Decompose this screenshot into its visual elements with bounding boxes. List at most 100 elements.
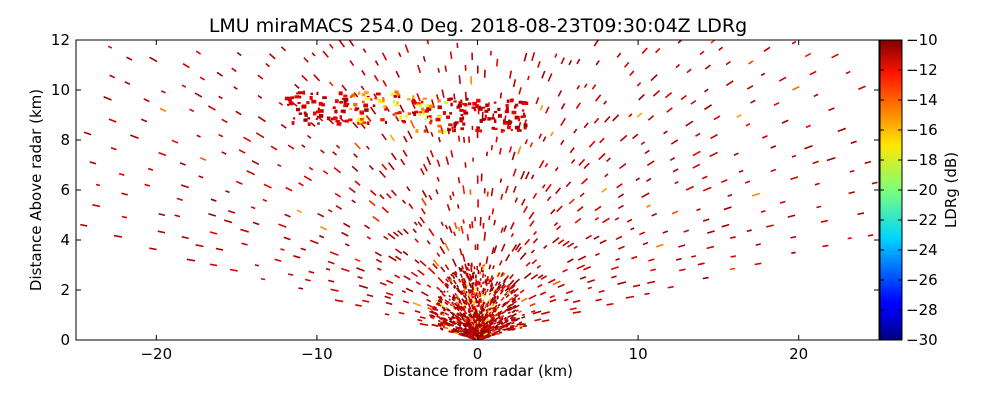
echo-pixel: [363, 49, 365, 53]
echo-pixel: [258, 75, 263, 79]
echo-pixel: [676, 65, 679, 68]
echo-pixel: [563, 241, 569, 246]
echo-pixel: [251, 207, 255, 209]
echo-pixel: [425, 118, 427, 120]
echo-pixel: [644, 293, 649, 294]
echo-pixel: [521, 116, 524, 119]
echo-pixel: [790, 237, 795, 238]
echo-pixel: [159, 214, 165, 216]
echo-pixel: [468, 102, 471, 105]
echo-pixel: [496, 291, 497, 293]
echo-pixel: [514, 79, 516, 87]
x-tick-label: 0: [473, 345, 483, 363]
echo-pixel: [647, 281, 655, 283]
echo-pixel: [380, 118, 384, 121]
echo-pixel: [376, 61, 379, 66]
echo-pixel: [626, 296, 634, 297]
echo-pixel: [519, 326, 522, 327]
echo-pixel: [380, 283, 387, 286]
echo-pixel: [463, 185, 464, 194]
echo-pixel: [438, 277, 444, 283]
colorbar-label: LDRg (dB): [942, 152, 960, 228]
echo-pixel: [566, 182, 570, 187]
echo-pixel: [234, 87, 238, 89]
echo-pixel: [187, 259, 195, 260]
echo-pixel: [391, 190, 396, 195]
echo-pixel: [458, 177, 459, 183]
echo-pixel: [588, 287, 592, 288]
echo-pixel: [569, 199, 574, 204]
echo-pixel: [402, 291, 406, 293]
echo-pixel: [420, 317, 426, 319]
echo-pixel: [463, 219, 464, 223]
echo-pixel: [454, 280, 456, 284]
echo-pixel: [526, 172, 529, 179]
echo-pixel: [385, 296, 391, 298]
colorbar-tick-label: −20: [906, 181, 938, 199]
echo-pixel: [530, 143, 532, 147]
echo-pixel: [217, 72, 223, 76]
echo-pixel: [414, 222, 417, 225]
echo-pixel: [200, 158, 206, 160]
echo-pixel: [471, 337, 473, 338]
echo-pixel: [292, 121, 295, 125]
echo-pixel: [537, 265, 540, 268]
echo-pixel: [761, 73, 765, 75]
echo-pixel: [318, 214, 324, 217]
echo-pixel: [398, 111, 402, 114]
echo-pixel: [269, 54, 275, 59]
echo-pixel: [458, 104, 462, 108]
echo-pixel: [558, 284, 565, 287]
echo-pixel: [258, 117, 265, 122]
echo-pixel: [313, 100, 317, 104]
echo-pixel: [514, 186, 516, 192]
echo-pixel: [486, 309, 487, 311]
echo-pixel: [675, 182, 679, 184]
echo-pixel: [641, 142, 644, 145]
echo-pixel: [730, 237, 735, 238]
echo-pixel: [389, 163, 394, 170]
echo-pixel: [474, 312, 475, 316]
echo-pixel: [263, 200, 267, 202]
echo-pixel: [471, 299, 472, 302]
echo-pixel: [563, 269, 568, 271]
echo-pixel: [362, 101, 365, 103]
echo-pixel: [633, 285, 640, 287]
echo-pixel: [458, 290, 459, 292]
echo-pixel: [256, 133, 264, 138]
echo-pixel: [462, 103, 467, 105]
echo-pixel: [175, 215, 180, 216]
echo-pixel: [511, 314, 515, 316]
echo-pixel: [752, 193, 760, 196]
echo-pixel: [367, 237, 370, 239]
echo-pixel: [846, 72, 850, 74]
echo-pixel: [476, 99, 480, 103]
echo-pixel: [436, 316, 439, 317]
echo-pixel: [355, 305, 361, 306]
echo-pixel: [703, 187, 711, 190]
echo-pixel: [285, 214, 291, 216]
echo-pixel: [673, 169, 678, 172]
echo-pixel: [512, 98, 514, 101]
echo-pixel: [539, 134, 541, 139]
echo-pixel: [518, 146, 521, 154]
echo-pixel: [304, 58, 308, 63]
echo-pixel: [630, 71, 634, 76]
echo-pixel: [412, 95, 414, 99]
echo-pixel: [533, 193, 536, 198]
echo-pixel: [573, 301, 580, 303]
echo-pixel: [615, 218, 619, 220]
echo-pixel: [485, 115, 487, 119]
echo-pixel: [437, 115, 441, 117]
echo-pixel: [298, 288, 303, 289]
echo-pixel: [336, 145, 339, 148]
echo-pixel: [737, 115, 742, 118]
echo-pixel: [496, 137, 497, 143]
echo-pixel: [484, 232, 485, 241]
echo-pixel: [326, 269, 330, 270]
echo-pixel: [490, 299, 491, 301]
echo-pixel: [849, 192, 855, 194]
echo-pixel: [470, 310, 471, 312]
echo-pixel: [791, 252, 795, 253]
echo-pixel: [180, 163, 186, 165]
